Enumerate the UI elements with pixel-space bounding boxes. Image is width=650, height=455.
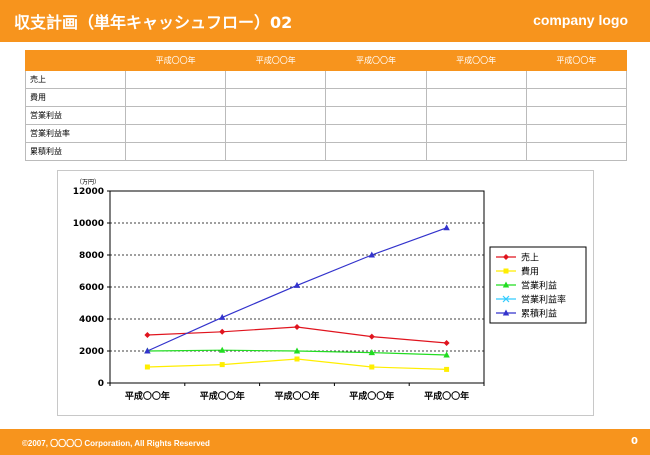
table-cell[interactable]	[525, 88, 628, 107]
data-point	[368, 349, 375, 356]
y-tick-label: 0	[98, 379, 104, 389]
chart-container: 0 2000 4000 6000 8000 10000 12000 （万円） 平成〇〇年 平成〇〇…	[57, 170, 594, 416]
table-cell[interactable]	[225, 88, 327, 107]
table-cell[interactable]	[225, 142, 327, 161]
table-cell[interactable]	[325, 88, 427, 107]
y-tick-label: 10000	[73, 219, 104, 229]
column-header: 平成〇〇年	[525, 50, 628, 71]
data-point	[144, 364, 150, 370]
data-point	[293, 347, 301, 354]
y-tick-label: 2000	[79, 347, 104, 357]
row-label-operating-margin: 営業利益率	[25, 124, 126, 143]
table-cell[interactable]	[225, 106, 327, 125]
table-cell[interactable]	[225, 124, 327, 143]
data-point	[443, 351, 450, 358]
column-header: 平成〇〇年	[325, 50, 427, 71]
table-cell[interactable]	[425, 142, 527, 161]
table-cell[interactable]	[425, 70, 527, 89]
table-row: 売上	[25, 70, 628, 89]
table-cell[interactable]	[124, 106, 227, 125]
column-header: 平成〇〇年	[225, 50, 327, 71]
row-label-sales: 売上	[25, 70, 126, 89]
data-point	[144, 347, 151, 354]
table-cell[interactable]	[124, 124, 227, 143]
x-tick-label: 平成〇〇年	[274, 390, 319, 402]
legend-label: 累積利益	[521, 308, 557, 320]
legend-marker	[502, 309, 510, 316]
y-tick-label: 6000	[79, 283, 104, 293]
data-point	[219, 328, 226, 335]
legend-marker	[502, 295, 510, 303]
x-tick-label: 平成〇〇年	[125, 390, 170, 402]
footer-bar: ©2007, 〇〇〇〇 Corporation, All Rights Rese…	[0, 429, 650, 455]
data-point	[294, 324, 300, 330]
data-point	[444, 366, 450, 372]
page-title: 収支計画（単年キャッシュフロー）02	[14, 13, 293, 32]
table-header-row: 平成〇〇年 平成〇〇年 平成〇〇年 平成〇〇年 平成〇〇年	[25, 50, 628, 71]
legend-label: 営業利益率	[521, 294, 566, 306]
data-point	[294, 356, 300, 362]
table-cell[interactable]	[425, 124, 527, 143]
table-cell[interactable]	[325, 124, 427, 143]
plan-table: 平成〇〇年 平成〇〇年 平成〇〇年 平成〇〇年 平成〇〇年 売上 費用 営業利益…	[25, 50, 628, 161]
table-corner-cell	[25, 50, 126, 71]
line-chart: 0 2000 4000 6000 8000 10000 12000（万円） 平成〇〇年 平成〇〇…	[73, 179, 587, 402]
data-point	[368, 333, 375, 340]
legend-label: 費用	[521, 266, 539, 278]
page-number: 0	[631, 436, 638, 447]
x-tick-label: 平成〇〇年	[200, 390, 245, 402]
data-point	[369, 364, 375, 370]
table-cell[interactable]	[225, 70, 327, 89]
data-point	[219, 346, 226, 353]
data-point	[144, 332, 151, 338]
copyright-text: ©2007, 〇〇〇〇 Corporation, All Rights Rese…	[22, 439, 210, 448]
data-point	[219, 313, 226, 320]
column-header: 平成〇〇年	[425, 50, 527, 71]
table-cell[interactable]	[325, 70, 427, 89]
table-cell[interactable]	[525, 124, 628, 143]
table-row: 累積利益	[25, 142, 628, 161]
y-unit-label: （万円）	[76, 179, 100, 186]
legend-marker	[503, 254, 509, 260]
column-header: 平成〇〇年	[124, 50, 227, 71]
table-cell[interactable]	[124, 70, 227, 89]
legend-marker	[502, 281, 510, 288]
row-label-cost: 費用	[25, 88, 126, 107]
legend-label: 営業利益	[521, 280, 557, 292]
table-cell[interactable]	[525, 142, 628, 161]
legend-marker	[503, 268, 509, 274]
table-cell[interactable]	[124, 88, 227, 107]
data-point	[443, 224, 450, 231]
table-row: 費用	[25, 88, 628, 107]
row-label-cumulative-profit: 累積利益	[25, 142, 126, 161]
table-cell[interactable]	[325, 106, 427, 125]
y-tick-label: 8000	[79, 251, 104, 261]
y-tick-label: 4000	[79, 315, 104, 325]
x-tick-label: 平成〇〇年	[424, 390, 469, 402]
table-cell[interactable]	[425, 106, 527, 125]
legend-label: 売上	[521, 252, 539, 264]
table-cell[interactable]	[525, 106, 628, 125]
data-point	[293, 281, 301, 288]
x-tick-label: 平成〇〇年	[349, 390, 394, 402]
table-row: 営業利益	[25, 106, 628, 125]
company-logo: company logo	[533, 12, 628, 28]
table-row: 営業利益率	[25, 124, 628, 143]
table-cell[interactable]	[124, 142, 227, 161]
table-cell[interactable]	[425, 88, 527, 107]
row-label-operating-profit: 営業利益	[25, 106, 126, 125]
table-cell[interactable]	[525, 70, 628, 89]
data-point	[443, 340, 450, 346]
header-bar: 収支計画（単年キャッシュフロー）02 company logo	[0, 0, 650, 42]
table-cell[interactable]	[325, 142, 427, 161]
data-point	[368, 251, 375, 258]
data-point	[219, 362, 225, 368]
y-tick-label: 12000	[73, 187, 104, 197]
